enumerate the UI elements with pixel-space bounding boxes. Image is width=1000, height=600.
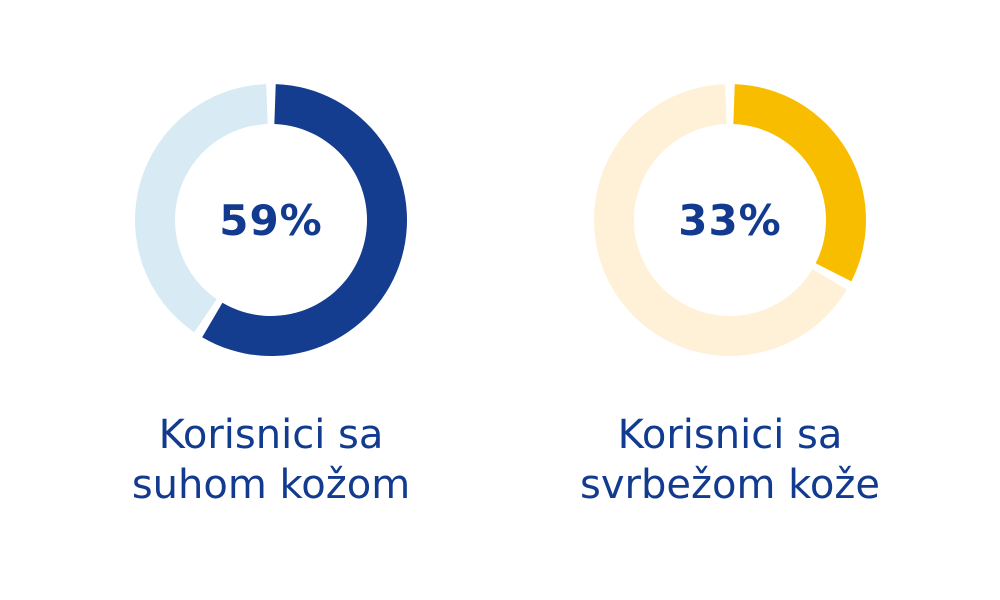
donut-value-label-itchy-skin: 33% xyxy=(678,195,782,245)
caption-line-1: Korisnici sa xyxy=(158,412,384,458)
donut-svg-dry-skin xyxy=(134,84,407,356)
caption-dry-skin: Korisnici sa suhom kožom xyxy=(61,410,481,510)
donut-chart-itchy-skin: 33% xyxy=(592,82,868,358)
donut-svg-itchy-skin xyxy=(594,84,866,356)
donut-rest-segment-itchy-skin xyxy=(594,84,847,356)
caption-line-2: svrbežom kože xyxy=(580,462,880,508)
donut-rest-segment-dry-skin xyxy=(134,84,268,333)
donut-value-label-dry-skin: 59% xyxy=(219,195,323,245)
donut-value-segment-dry-skin xyxy=(202,84,407,356)
donut-value-segment-itchy-skin xyxy=(733,84,866,282)
donut-chart-dry-skin: 59% xyxy=(133,82,409,358)
caption-line-1: Korisnici sa xyxy=(617,412,843,458)
caption-itchy-skin: Korisnici sa svrbežom kože xyxy=(520,410,940,510)
caption-line-2: suhom kožom xyxy=(131,462,411,508)
